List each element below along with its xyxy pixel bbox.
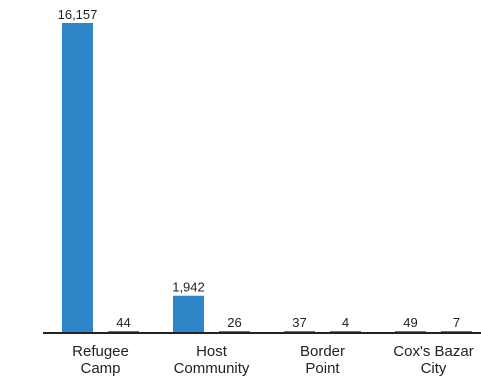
value-label-s0-c2: 37 bbox=[292, 315, 306, 330]
value-label-s1-c1: 26 bbox=[227, 315, 241, 330]
category-label-1-line-0: Host bbox=[196, 343, 228, 360]
bar-s0-c1 bbox=[173, 295, 204, 333]
value-label-s0-c3: 49 bbox=[403, 315, 417, 330]
category-label-0-line-0: Refugee bbox=[72, 343, 129, 360]
category-label-2-line-1: Point bbox=[305, 360, 340, 377]
bar-s0-c0 bbox=[62, 23, 93, 333]
bars-layer bbox=[62, 23, 472, 333]
category-label-3-line-1: City bbox=[421, 360, 447, 377]
category-label-2-line-0: Border bbox=[300, 343, 345, 360]
category-label-3-line-0: Cox's Bazar bbox=[393, 343, 473, 360]
value-label-s1-c3: 7 bbox=[453, 315, 460, 330]
value-label-s1-c0: 44 bbox=[116, 315, 130, 330]
category-label-1-line-1: Community bbox=[174, 360, 250, 377]
value-label-s0-c1: 1,942 bbox=[172, 280, 205, 295]
value-label-s1-c2: 4 bbox=[342, 315, 349, 330]
category-label-0-line-1: Camp bbox=[80, 360, 120, 377]
value-label-s0-c0: 16,157 bbox=[58, 7, 98, 22]
